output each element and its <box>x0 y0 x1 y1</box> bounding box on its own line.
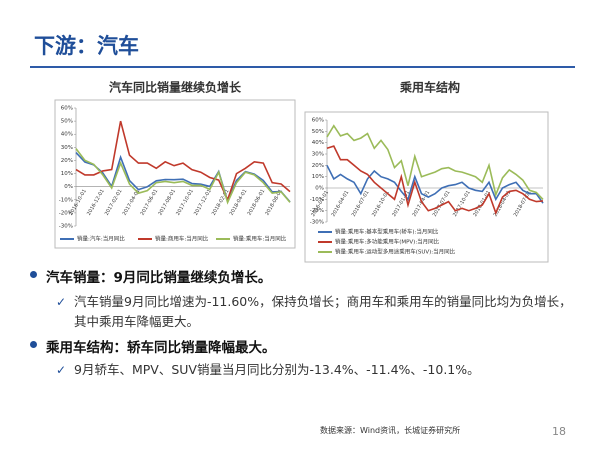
check-icon: ✓ <box>56 363 67 377</box>
legend-label: 销量:汽车:当月同比 <box>77 235 125 243</box>
chart-title: 汽车同比销量继续负增长 <box>109 80 242 95</box>
y-tick-label: 50% <box>312 129 324 135</box>
y-tick-label: -10% <box>310 197 324 203</box>
source-note: 数据来源：Wind资讯，长城证券研究所 <box>320 426 461 435</box>
y-tick-label: 10% <box>61 171 73 177</box>
x-tick-label: 2016-12-01 <box>86 188 106 216</box>
bullet-item: ✓ 汽车销量9月同比增速为-11.60%，保持负增长；商用车和乘用车的销量同比均为… <box>56 292 574 332</box>
y-tick-label: -10% <box>59 197 73 203</box>
series-line <box>326 145 544 216</box>
y-tick-label: -30% <box>59 224 73 230</box>
x-tick-label: 2017-10-01 <box>452 190 472 218</box>
chart-title: 乘用车结构 <box>399 80 460 95</box>
series-line <box>75 120 291 202</box>
series-line <box>326 124 544 200</box>
legend-label: 销量:乘用车:运动型多用途乘用车(SUV):当月同比 <box>335 248 456 256</box>
y-tick-label: 0% <box>64 184 73 190</box>
y-tick-label: 40% <box>61 132 73 138</box>
slide-title: 下游：汽车 <box>34 34 139 58</box>
x-tick-label: 2016-04-01 <box>331 190 351 218</box>
bullet-title: 乘用车结构：轿车同比销量降幅最大。 <box>46 340 276 356</box>
x-tick-label: 2017-12-01 <box>193 188 213 216</box>
legend-label: 销量:乘用车:当月同比 <box>233 235 287 243</box>
legend-label: 销量:商用车:当月同比 <box>155 235 209 243</box>
bullet-title: 汽车销量：9月同比销量继续负增长。 <box>46 270 272 286</box>
bullet-text: 汽车销量9月同比增速为-11.60%，保持负增长；商用车和乘用车的销量同比均为负… <box>74 294 572 329</box>
series-line <box>75 148 291 205</box>
y-tick-label: 20% <box>312 163 324 169</box>
legend-label: 销量:乘用车:多功能乘用车(MPV):当月同比 <box>335 238 440 246</box>
page-number: 18 <box>552 425 566 438</box>
x-tick-label: 2017-02-01 <box>104 188 124 216</box>
y-tick-label: -30% <box>310 220 324 226</box>
legend-label: 销量:乘用车:基本型乘用车(轿车):当月同比 <box>335 228 439 236</box>
y-tick-label: 10% <box>312 174 324 180</box>
check-icon: ✓ <box>56 295 67 309</box>
y-tick-label: 60% <box>312 118 324 124</box>
series-line <box>326 164 544 204</box>
y-tick-label: 40% <box>312 140 324 146</box>
bullet-dot <box>30 341 37 348</box>
chart-frame <box>54 99 296 249</box>
chart-frame <box>304 111 549 263</box>
bullet: 汽车销量：9月同比销量继续负增长。 <box>30 266 272 286</box>
y-tick-label: 60% <box>61 106 73 112</box>
y-tick-label: -20% <box>59 210 73 216</box>
y-tick-label: 30% <box>61 145 73 151</box>
y-tick-label: 30% <box>312 152 324 158</box>
y-tick-label: 20% <box>61 158 73 164</box>
y-tick-label: 0% <box>315 186 324 192</box>
bullet-dot <box>30 271 37 278</box>
y-tick-label: -20% <box>310 208 324 214</box>
title-rule <box>30 66 575 68</box>
x-tick-label: 2017-10-01 <box>175 188 195 216</box>
bullet-item: ✓ 9月轿车、MPV、SUV销量当月同比分别为-13.4%、-11.4%、-10.… <box>56 360 574 380</box>
bullet-text: 9月轿车、MPV、SUV销量当月同比分别为-13.4%、-11.4%、-10.1… <box>74 362 480 377</box>
x-tick-label: 2017-08-01 <box>157 188 177 216</box>
y-tick-label: 50% <box>61 119 73 125</box>
bullet: 乘用车结构：轿车同比销量降幅最大。 <box>30 336 276 356</box>
x-tick-label: 2018-06-01 <box>247 188 267 216</box>
